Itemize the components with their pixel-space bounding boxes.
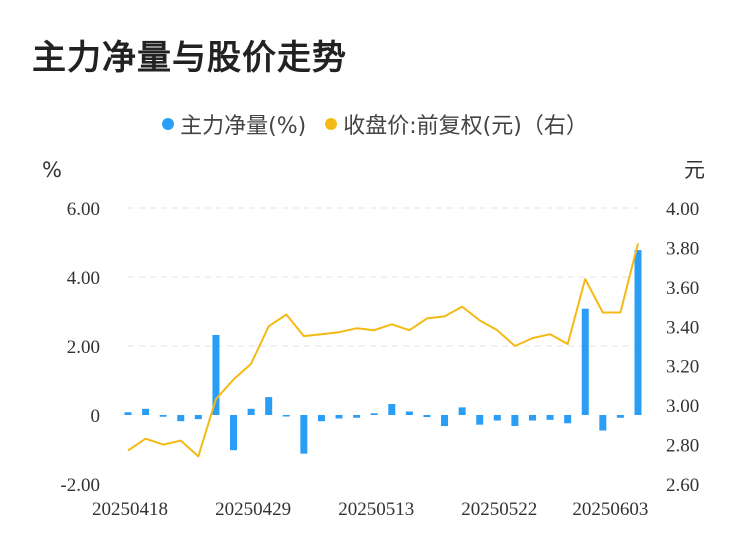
net-volume-bar [142, 408, 150, 415]
close-price-series [127, 243, 639, 458]
y-left-tick-label: 2.00 [67, 337, 100, 358]
legend-label-net-volume: 主力净量(%) [180, 114, 307, 139]
x-tick-label: 20250429 [215, 499, 291, 520]
legend-item-net-volume[interactable]: 主力净量(%) [162, 108, 306, 140]
y-right-tick-label: 3.80 [666, 238, 699, 259]
x-tick-label: 20250522 [461, 499, 537, 520]
x-tick-label: 20250603 [572, 499, 648, 520]
net-volume-bar [282, 415, 290, 417]
net-volume-bar [317, 415, 325, 422]
net-volume-bar [212, 334, 220, 415]
y-left-unit: % [42, 158, 62, 182]
net-volume-bar [423, 415, 431, 418]
net-volume-bar [599, 415, 607, 431]
net-volume-bar [124, 412, 132, 415]
net-volume-bar [265, 397, 273, 415]
net-volume-bar [441, 415, 449, 427]
net-volume-bar [194, 415, 202, 420]
y-left-tick-label: 0 [91, 406, 101, 427]
net-volume-bar [476, 415, 484, 425]
y-right-tick-label: 4.00 [666, 199, 699, 220]
net-volume-bar [493, 415, 501, 421]
net-volume-bar [405, 411, 413, 415]
net-volume-bar [159, 415, 167, 417]
net-volume-bar [546, 415, 554, 420]
net-volume-bar [300, 415, 308, 454]
net-volume-bar [616, 415, 624, 418]
net-volume-bar [564, 415, 572, 424]
net-volume-bar [388, 403, 396, 415]
net-volume-bar [353, 415, 361, 418]
legend-item-close-price[interactable]: 收盘价:前复权(元)（右） [325, 108, 588, 140]
net-volume-bar [335, 415, 343, 419]
y-left-tick-label: -2.00 [60, 475, 100, 496]
y-right-tick-label: 2.80 [666, 436, 699, 457]
net-volume-bars [124, 250, 642, 454]
net-volume-bar [458, 407, 466, 415]
y-right-tick-label: 3.20 [666, 357, 699, 378]
legend-label-close-price: 收盘价:前复权(元)（右） [343, 114, 588, 139]
y-left-tick-label: 6.00 [67, 199, 100, 220]
y-right-unit: 元 [684, 158, 705, 182]
net-volume-bar [528, 415, 536, 421]
net-volume-bar [581, 308, 589, 415]
x-tick-label: 20250513 [338, 499, 414, 520]
legend-dot-net-volume [162, 118, 175, 130]
close-price-line [127, 243, 639, 458]
net-volume-bar [177, 415, 185, 422]
y-right-tick-label: 3.60 [666, 278, 699, 299]
chart-title: 主力净量与股价走势 [32, 38, 347, 78]
y-left-tick-label: 4.00 [67, 268, 100, 289]
net-volume-bar [230, 415, 238, 451]
net-volume-bar [247, 408, 255, 415]
y-right-tick-label: 3.00 [666, 396, 699, 417]
y-right-tick-label: 2.60 [666, 475, 699, 496]
net-volume-bar [511, 415, 519, 427]
legend: 主力净量(%) 收盘价:前复权(元)（右） [0, 108, 750, 140]
axes: 6.00 4.00 2.00 0 -2.00 4.00 3.80 3.60 3.40 3.20 3.… [42, 158, 705, 520]
legend-dot-close-price [325, 118, 338, 130]
grid-lines [128, 207, 638, 347]
y-right-tick-label: 3.40 [666, 317, 699, 338]
x-tick-label: 20250418 [92, 499, 168, 520]
net-volume-bar [370, 413, 378, 415]
net-volume-bar [634, 250, 642, 415]
